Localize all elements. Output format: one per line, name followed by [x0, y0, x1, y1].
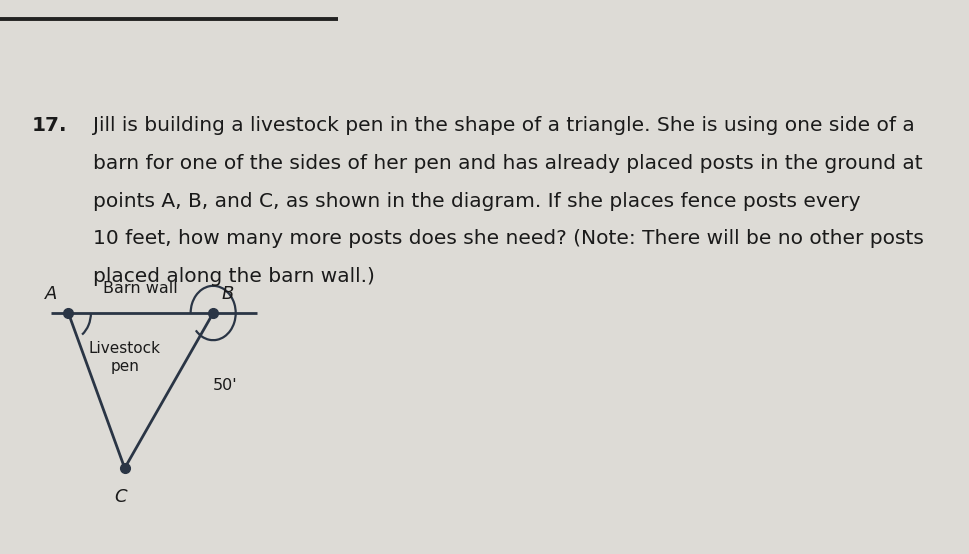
Text: 10 feet, how many more posts does she need? (Note: There will be no other posts: 10 feet, how many more posts does she ne… — [92, 229, 922, 248]
Text: Barn wall: Barn wall — [104, 281, 178, 296]
Text: points A, B, and C, as shown in the diagram. If she places fence posts every: points A, B, and C, as shown in the diag… — [92, 192, 860, 211]
Text: barn for one of the sides of her pen and has already placed posts in the ground : barn for one of the sides of her pen and… — [92, 154, 922, 173]
Text: B: B — [221, 285, 234, 303]
Text: placed along the barn wall.): placed along the barn wall.) — [92, 267, 374, 286]
Text: 17.: 17. — [32, 116, 68, 135]
Text: Livestock
pen: Livestock pen — [88, 341, 161, 373]
Text: C: C — [114, 488, 127, 505]
Text: Jill is building a livestock pen in the shape of a triangle. She is using one si: Jill is building a livestock pen in the … — [92, 116, 914, 135]
Text: 50': 50' — [213, 377, 237, 393]
Text: A: A — [45, 285, 57, 303]
